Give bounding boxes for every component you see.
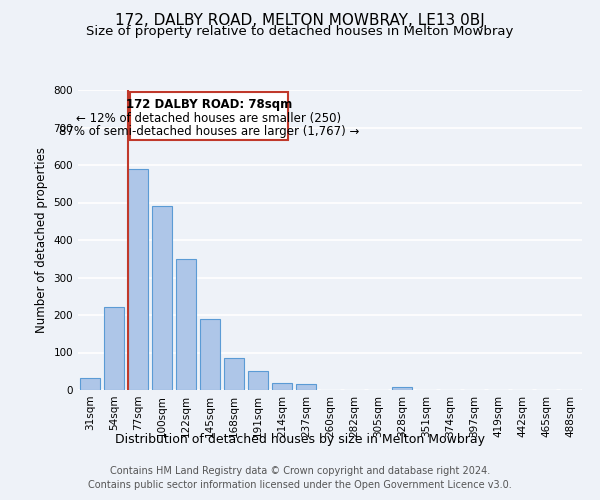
Text: 172, DALBY ROAD, MELTON MOWBRAY, LE13 0BJ: 172, DALBY ROAD, MELTON MOWBRAY, LE13 0B… bbox=[115, 12, 485, 28]
Text: Contains HM Land Registry data © Crown copyright and database right 2024.
Contai: Contains HM Land Registry data © Crown c… bbox=[88, 466, 512, 490]
Text: 87% of semi-detached houses are larger (1,767) →: 87% of semi-detached houses are larger (… bbox=[59, 126, 359, 138]
Text: Size of property relative to detached houses in Melton Mowbray: Size of property relative to detached ho… bbox=[86, 25, 514, 38]
Bar bbox=[272, 383, 292, 390]
Bar bbox=[392, 388, 412, 390]
Bar bbox=[248, 371, 268, 390]
Bar bbox=[224, 358, 244, 390]
Bar bbox=[104, 306, 124, 390]
Text: ← 12% of detached houses are smaller (250): ← 12% of detached houses are smaller (25… bbox=[76, 112, 341, 125]
Bar bbox=[176, 259, 196, 390]
Bar bbox=[200, 319, 220, 390]
Bar bbox=[296, 384, 316, 390]
Text: 172 DALBY ROAD: 78sqm: 172 DALBY ROAD: 78sqm bbox=[125, 98, 292, 112]
Bar bbox=[152, 206, 172, 390]
Bar bbox=[80, 378, 100, 390]
Y-axis label: Number of detached properties: Number of detached properties bbox=[35, 147, 48, 333]
Text: Distribution of detached houses by size in Melton Mowbray: Distribution of detached houses by size … bbox=[115, 432, 485, 446]
FancyBboxPatch shape bbox=[130, 92, 288, 140]
Bar bbox=[128, 169, 148, 390]
